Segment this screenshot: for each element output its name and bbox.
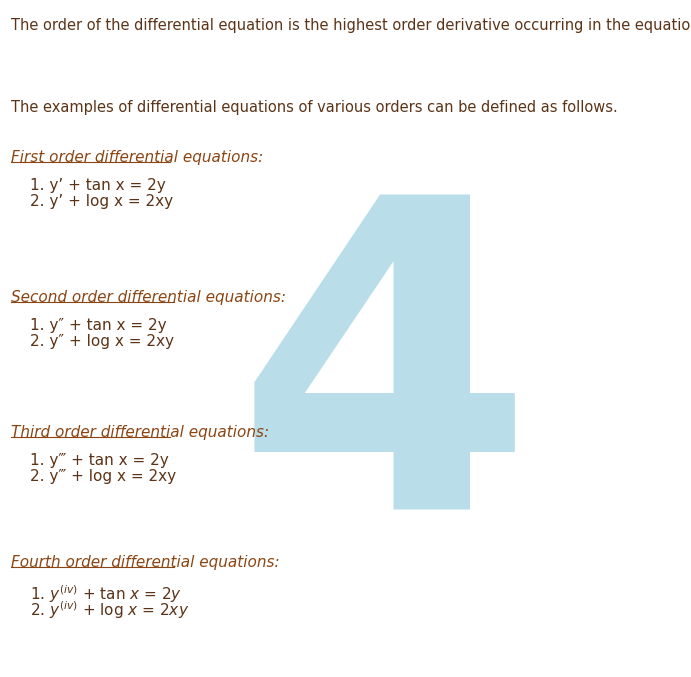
Text: 2. $y^{(iv)}$ + log $x$ = 2$x$$y$: 2. $y^{(iv)}$ + log $x$ = 2$x$$y$ [30,599,189,621]
Text: 4: 4 [235,181,535,599]
Text: First order differential equations:: First order differential equations: [11,150,263,165]
Text: Third order differential equations:: Third order differential equations: [11,425,269,440]
Text: Second order differential equations:: Second order differential equations: [11,290,286,305]
Text: 2. y’ + log x = 2xy: 2. y’ + log x = 2xy [30,194,173,209]
Text: 1. y‴ + tan x = 2y: 1. y‴ + tan x = 2y [30,453,169,468]
Text: 2. y‴ + log x = 2xy: 2. y‴ + log x = 2xy [30,469,176,484]
Text: Fourth order differential equations:: Fourth order differential equations: [11,555,280,570]
Text: 1. $y^{(iv)}$ + tan $x$ = 2$y$: 1. $y^{(iv)}$ + tan $x$ = 2$y$ [30,583,182,605]
Text: The order of the differential equation is the highest order derivative occurring: The order of the differential equation i… [11,18,691,33]
Text: 1. y″ + tan x = 2y: 1. y″ + tan x = 2y [30,318,167,333]
Text: The examples of differential equations of various orders can be defined as follo: The examples of differential equations o… [11,100,618,115]
Text: 1. y’ + tan x = 2y: 1. y’ + tan x = 2y [30,178,166,193]
Text: 2. y″ + log x = 2xy: 2. y″ + log x = 2xy [30,334,174,349]
